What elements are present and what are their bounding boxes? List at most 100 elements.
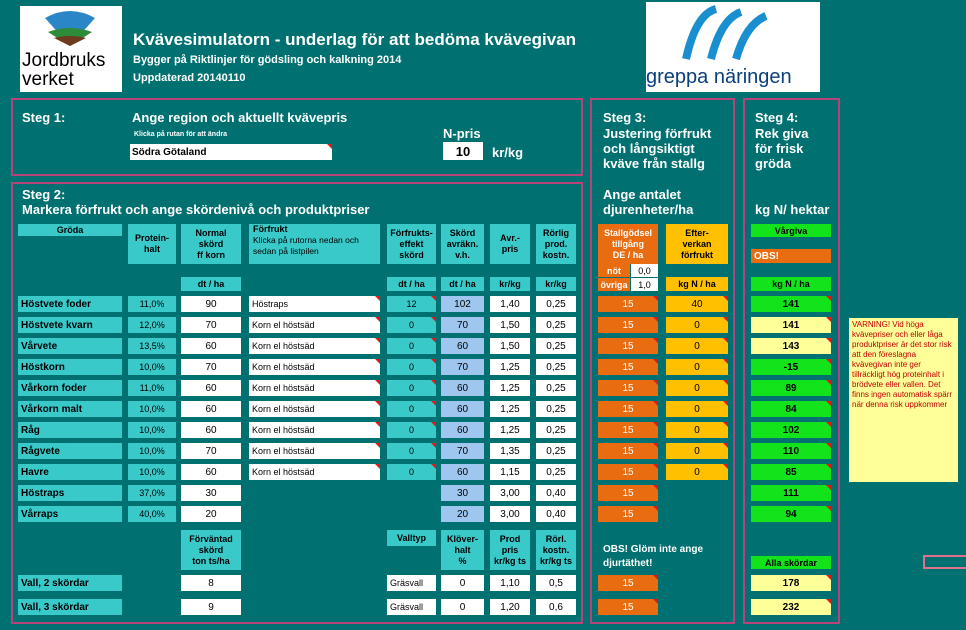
normal-skord-input[interactable]: 60 <box>181 422 241 438</box>
avr-pris-input[interactable]: 1,40 <box>490 296 530 312</box>
col-header-rorl-kostn: Rörl. kostn. kr/kg ts <box>536 530 576 570</box>
normal-skord-input[interactable]: 60 <box>181 464 241 480</box>
avr-pris-input[interactable]: 3,00 <box>490 485 530 501</box>
rorlig-kostn-input[interactable]: 0,25 <box>536 338 576 354</box>
vall-skord-input[interactable]: 8 <box>181 575 241 591</box>
stallgodsel-value: 15 <box>598 296 658 312</box>
avr-pris-input[interactable]: 1,25 <box>490 401 530 417</box>
forfrukt-select[interactable]: Korn el höstsäd <box>249 380 380 396</box>
normal-skord-input[interactable]: 70 <box>181 359 241 375</box>
npris-input[interactable]: 10 <box>443 142 483 160</box>
avr-pris-input[interactable]: 1,25 <box>490 359 530 375</box>
crop-name: Höstkorn <box>18 359 122 375</box>
protein-halt: 10,0% <box>128 422 176 438</box>
forfrukt-effekt: 0 <box>387 359 436 375</box>
ovriga-input[interactable]: 1,0 <box>631 278 658 291</box>
vall-pris-input[interactable]: 1,20 <box>490 599 530 615</box>
step3-obs: OBS! Glöm inte ange djurtäthet! <box>603 544 704 569</box>
forfrukt-select[interactable]: Korn el höstsäd <box>249 338 380 354</box>
vall-kostn-input[interactable]: 0,5 <box>536 575 576 591</box>
panel-step1 <box>11 98 583 176</box>
step4-label: Steg 4: <box>755 110 799 125</box>
rorlig-kostn-input[interactable]: 0,25 <box>536 359 576 375</box>
page-title: Kvävesimulatorn - underlag för att bedöm… <box>133 30 577 49</box>
not-input[interactable]: 0,0 <box>631 264 658 277</box>
step4-heading: Rek giva för frisk gröda <box>755 126 809 171</box>
skord-avrakn: 60 <box>441 401 484 417</box>
stallgodsel-value: 15 <box>598 485 658 501</box>
rorlig-kostn-input[interactable]: 0,25 <box>536 380 576 396</box>
stallgodsel-value: 15 <box>598 380 658 396</box>
skord-avrakn: 70 <box>441 359 484 375</box>
col-header-rorlig: Rörlig prod. kostn. <box>536 224 576 264</box>
normal-skord-input[interactable]: 70 <box>181 317 241 333</box>
vall-kostn-input[interactable]: 0,6 <box>536 599 576 615</box>
subtitle-riktlinjer: Bygger på Riktlinjer för gödsling och ka… <box>133 54 402 66</box>
avr-pris-input[interactable]: 3,00 <box>490 506 530 522</box>
forfrukt-select[interactable]: Korn el höstsäd <box>249 464 380 480</box>
rorlig-kostn-input[interactable]: 0,25 <box>536 422 576 438</box>
normal-skord-input[interactable]: 70 <box>181 443 241 459</box>
rek-giva-value: -15 <box>751 359 831 375</box>
forfrukt-select[interactable]: Höstraps <box>249 296 380 312</box>
klover-input[interactable]: 0 <box>441 575 484 591</box>
col-header-forvantad: Förväntad skörd ton ts/ha <box>181 530 241 570</box>
unit-avrakn: dt / ha <box>441 277 484 291</box>
normal-skord-input[interactable]: 30 <box>181 485 241 501</box>
klover-input[interactable]: 0 <box>441 599 484 615</box>
avr-pris-input[interactable]: 1,50 <box>490 338 530 354</box>
vall-skord-input[interactable]: 9 <box>181 599 241 615</box>
valltyp-select[interactable]: Gräsvall <box>387 575 436 591</box>
valltyp-select[interactable]: Gräsvall <box>387 599 436 615</box>
forfrukt-effekt: 0 <box>387 443 436 459</box>
avr-pris-input[interactable]: 1,50 <box>490 317 530 333</box>
efterverkan-value: 0 <box>666 317 728 333</box>
forfrukt-header-title: Förfrukt <box>253 224 288 234</box>
crop-name: Höstvete kvarn <box>18 317 122 333</box>
avr-pris-input[interactable]: 1,25 <box>490 422 530 438</box>
normal-skord-input[interactable]: 60 <box>181 338 241 354</box>
alla-skordar-header: Alla skördar <box>751 556 831 569</box>
logo-text-jordbruks: Jordbruks <box>22 50 106 71</box>
crop-name: Höstraps <box>18 485 122 501</box>
forfrukt-select[interactable]: Korn el höstsäd <box>249 317 380 333</box>
forfrukt-select[interactable]: Korn el höstsäd <box>249 443 380 459</box>
stallgodsel-value: 15 <box>598 359 658 375</box>
forfrukt-effekt: 0 <box>387 338 436 354</box>
rorlig-kostn-input[interactable]: 0,25 <box>536 296 576 312</box>
normal-skord-input[interactable]: 60 <box>181 380 241 396</box>
stallgodsel-value: 15 <box>598 422 658 438</box>
rorlig-kostn-input[interactable]: 0,25 <box>536 317 576 333</box>
vall-crop-name: Vall, 2 skördar <box>18 575 122 591</box>
skord-avrakn: 70 <box>441 317 484 333</box>
skord-avrakn: 60 <box>441 464 484 480</box>
rorlig-kostn-input[interactable]: 0,25 <box>536 443 576 459</box>
unit-normal: dt / ha <box>181 277 241 291</box>
avr-pris-input[interactable]: 1,15 <box>490 464 530 480</box>
normal-skord-input[interactable]: 20 <box>181 506 241 522</box>
vall-pris-input[interactable]: 1,10 <box>490 575 530 591</box>
rek-giva-value: 143 <box>751 338 831 354</box>
rek-giva-value: 111 <box>751 485 831 501</box>
avr-pris-input[interactable]: 1,25 <box>490 380 530 396</box>
unit-efterverkan: kg N / ha <box>666 277 728 291</box>
rorlig-kostn-input[interactable]: 0,40 <box>536 485 576 501</box>
normal-skord-input[interactable]: 90 <box>181 296 241 312</box>
avr-pris-input[interactable]: 1,35 <box>490 443 530 459</box>
region-select[interactable]: Södra Götaland <box>130 144 332 160</box>
step2-heading: Markera förfrukt och ange skördenivå och… <box>22 202 370 217</box>
ovriga-label: övriga <box>598 278 630 291</box>
normal-skord-input[interactable]: 60 <box>181 401 241 417</box>
forfrukt-header-hint: Klicka på rutorna nedan och sedan på lis… <box>253 235 359 256</box>
forfrukt-select[interactable]: Korn el höstsäd <box>249 422 380 438</box>
forfrukt-select[interactable]: Korn el höstsäd <box>249 401 380 417</box>
rorlig-kostn-input[interactable]: 0,25 <box>536 401 576 417</box>
forfrukt-select[interactable]: Korn el höstsäd <box>249 359 380 375</box>
rorlig-kostn-input[interactable]: 0,25 <box>536 464 576 480</box>
rorlig-kostn-input[interactable]: 0,40 <box>536 506 576 522</box>
protein-halt: 10,0% <box>128 401 176 417</box>
rek-giva-value: 102 <box>751 422 831 438</box>
rek-giva-value: 85 <box>751 464 831 480</box>
stallgodsel-value: 15 <box>598 401 658 417</box>
step1-hint: Klicka på rutan för att ändra <box>134 131 227 138</box>
